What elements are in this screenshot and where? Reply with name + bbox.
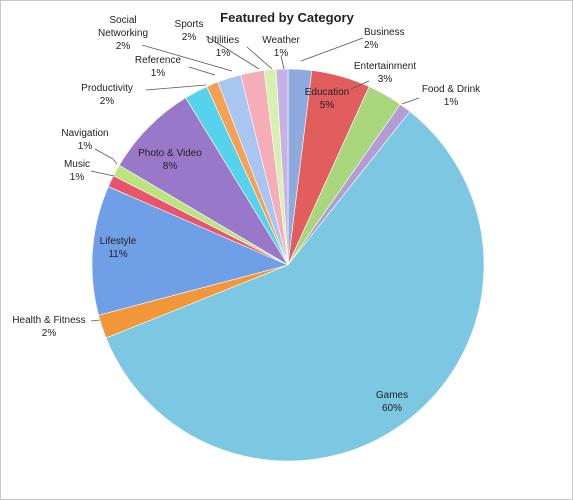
- slice-lifestyle: [91, 186, 289, 316]
- label-weather: Weather 1%: [262, 35, 300, 59]
- chart-title: Featured by Category: [220, 10, 354, 25]
- leader-utilities: [246, 46, 273, 70]
- leader-productivity: [145, 84, 207, 91]
- label-navigation: Navigation 1%: [61, 128, 108, 152]
- leader-social-networking: [141, 44, 233, 72]
- leader-health-and-fitness: [90, 319, 101, 322]
- leader-reference: [188, 66, 216, 76]
- label-photo-and-video: Photo & Video 8%: [138, 148, 202, 172]
- label-games: Games 60%: [376, 390, 408, 414]
- leader-weather: [280, 55, 285, 70]
- label-lifestyle: Lifestyle 11%: [100, 236, 137, 260]
- label-health-and-fitness: Health & Fitness 2%: [12, 315, 85, 339]
- leader-food-and-drink: [401, 97, 420, 105]
- slice-games: [105, 111, 485, 462]
- pie-slices: [91, 68, 485, 462]
- leader-lines: [90, 35, 420, 322]
- label-entertainment: Entertainment 3%: [354, 61, 416, 85]
- leader-sports: [205, 35, 260, 70]
- label-education: Education 5%: [305, 87, 349, 111]
- leader-navigation: [94, 148, 118, 165]
- leader-entertainment: [350, 80, 370, 90]
- label-business: Business 2%: [364, 27, 405, 51]
- label-food-and-drink: Food & Drink 1%: [422, 84, 481, 108]
- leader-music: [90, 170, 115, 177]
- label-sports: Sports 2%: [175, 19, 204, 43]
- leader-business: [300, 37, 364, 62]
- slice-labels: Business 2% Education 5%Entertainment 3%Food…: [12, 15, 481, 414]
- label-reference: Reference 1%: [135, 55, 182, 79]
- label-music: Music 1%: [64, 159, 90, 183]
- slice-weather: [275, 68, 289, 266]
- slice-photo-and-video: [118, 97, 289, 266]
- label-social-networking: Social Networking 2%: [98, 15, 148, 52]
- label-utilities: Utilities 1%: [207, 35, 239, 59]
- label-productivity: Productivity 2%: [81, 83, 133, 107]
